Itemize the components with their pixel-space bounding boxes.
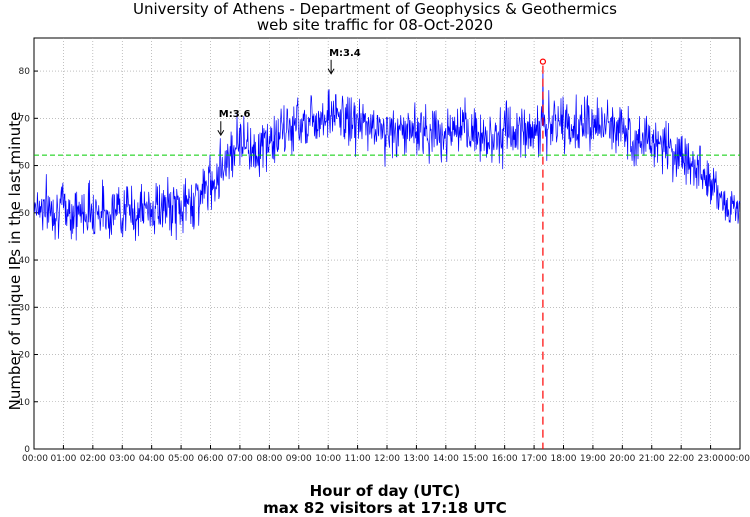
event-arrow-head	[217, 129, 225, 137]
x-tick-label: 17:00	[521, 454, 547, 464]
y-tick-label: 10	[19, 398, 31, 408]
x-tick-label: 14:00	[433, 454, 459, 464]
y-tick-label: 70	[19, 114, 31, 124]
x-tick-label: 21:00	[639, 454, 665, 464]
x-tick-label: 20:00	[609, 454, 635, 464]
x-tick-label: 23:00	[698, 454, 724, 464]
y-tick-label: 30	[19, 303, 31, 313]
chart-subtitle: web site traffic for 08-Oct-2020	[256, 16, 494, 34]
traffic-series-line	[33, 66, 741, 241]
event-annotation-label: M:3.4	[329, 48, 361, 59]
event-annotation-label: M:3.6	[219, 109, 251, 120]
x-tick-label: 00:00	[724, 454, 750, 464]
y-tick-labels: 0 10 20 30 40 50 60 70 80	[19, 67, 31, 455]
chart-title: University of Athens - Department of Geo…	[133, 0, 617, 18]
y-tick-label: 80	[19, 67, 31, 77]
series-layer	[33, 58, 741, 449]
event-arrow-head	[327, 68, 335, 75]
y-tick-label: 20	[19, 351, 31, 361]
x-tick-label: 15:00	[462, 454, 488, 464]
x-tick-label: 06:00	[198, 454, 224, 464]
x-tick-label: 07:00	[227, 454, 253, 464]
x-tick-label: 19:00	[580, 454, 606, 464]
x-tick-label: 04:00	[139, 454, 165, 464]
annotation-layer: M:3.6 M:3.4	[217, 48, 361, 137]
x-tick-label: 16:00	[492, 454, 518, 464]
max-visitors-caption: max 82 visitors at 17:18 UTC	[263, 499, 507, 517]
y-tick-label: 60	[19, 162, 31, 172]
x-tick-label: 22:00	[668, 454, 694, 464]
grid	[33, 38, 741, 450]
y-tick-label: 50	[19, 209, 31, 219]
max-point-marker	[539, 58, 547, 65]
x-tick-label: 02:00	[80, 454, 106, 464]
x-tick-labels: 00:00 01:00 02:00 03:00 04:00 05:00 06:00 07:00…	[22, 454, 750, 464]
x-tick-label: 13:00	[403, 454, 429, 464]
x-tick-label: 03:00	[109, 454, 135, 464]
x-tick-label: 05:00	[168, 454, 194, 464]
x-tick-label: 10:00	[315, 454, 341, 464]
x-tick-label: 01:00	[50, 454, 76, 464]
x-tick-label: 00:00	[22, 454, 48, 464]
y-tick-label: 40	[19, 256, 31, 266]
x-tick-label: 11:00	[345, 454, 371, 464]
x-tick-label: 12:00	[374, 454, 400, 464]
x-tick-label: 08:00	[256, 454, 282, 464]
x-tick-label: 18:00	[551, 454, 577, 464]
y-tick-label: 0	[24, 445, 30, 455]
x-axis-label: Hour of day (UTC)	[309, 482, 461, 500]
x-tick-label: 09:00	[286, 454, 312, 464]
plot-frame	[33, 37, 741, 450]
